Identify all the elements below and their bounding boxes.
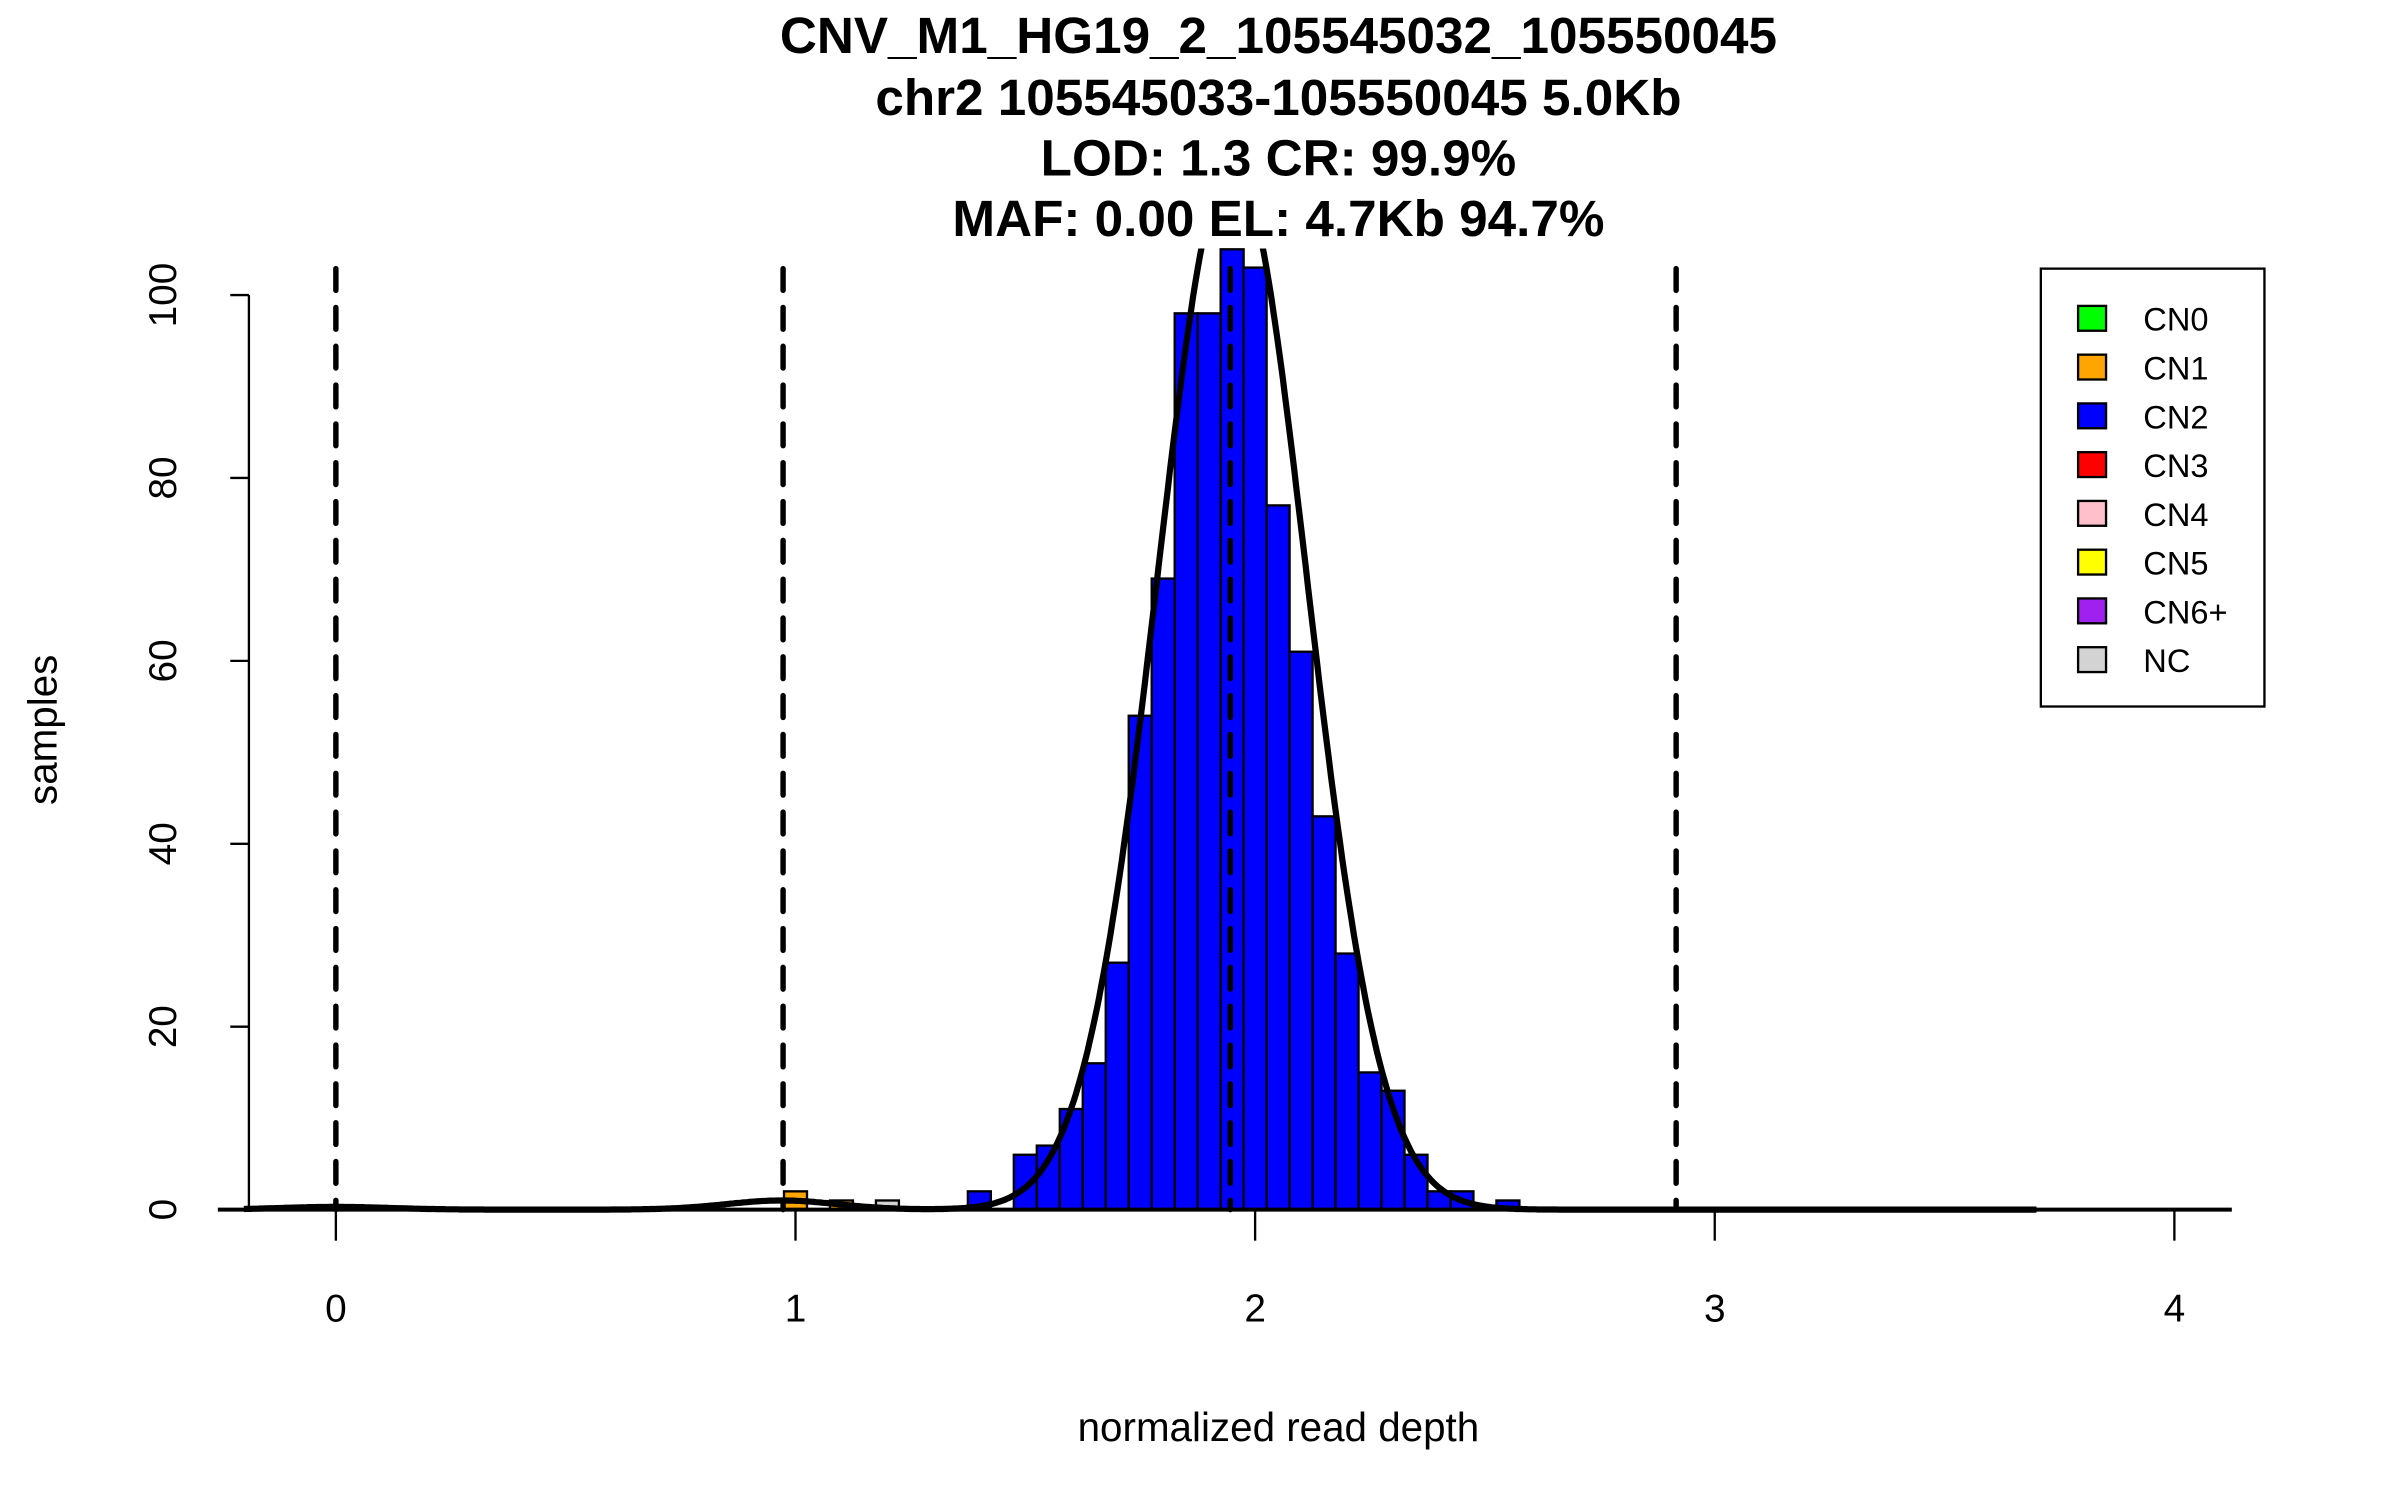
- legend-swatch-nc: [2076, 646, 2108, 674]
- histogram-bar: [1173, 312, 1199, 1211]
- histogram-bar: [1081, 1062, 1107, 1211]
- legend-label: CN5: [2143, 545, 2208, 582]
- legend-swatch-cn6plus: [2076, 597, 2108, 625]
- title-line-1: CNV_M1_HG19_2_105545032_105550045: [780, 7, 1777, 64]
- legend: CN0 CN1 CN2 CN3 CN4 CN5 CN6+ NC: [2039, 267, 2266, 708]
- title-line-2: chr2 105545033-105550045 5.0Kb: [875, 69, 1681, 126]
- histogram-bar: [1288, 650, 1314, 1211]
- chart-title: CNV_M1_HG19_2_105545032_105550045 chr2 1…: [780, 7, 1777, 247]
- x-tick-label: 0: [325, 1287, 347, 1330]
- histogram-bars: [782, 248, 1521, 1211]
- histogram-bar: [1311, 815, 1337, 1211]
- x-tick-label: 3: [1704, 1287, 1726, 1330]
- x-axis-label: normalized read depth: [1078, 1404, 1480, 1450]
- x-tick-label: 4: [2164, 1287, 2186, 1330]
- legend-swatch-cn1: [2076, 353, 2108, 381]
- legend-swatch-cn3: [2076, 451, 2108, 479]
- legend-label: CN4: [2143, 496, 2208, 533]
- legend-swatch-cn4: [2076, 499, 2108, 527]
- legend-label: NC: [2143, 642, 2190, 679]
- y-tick-label: 100: [142, 263, 185, 328]
- legend-box: [2039, 267, 2266, 708]
- x-tick-label: 2: [1244, 1287, 1266, 1330]
- legend-label: CN6+: [2143, 593, 2227, 630]
- histogram-bar: [1334, 952, 1360, 1211]
- legend-label: CN2: [2143, 398, 2208, 435]
- title-line-3: LOD: 1.3 CR: 99.9%: [1041, 129, 1516, 186]
- y-tick-label: 20: [142, 1005, 185, 1048]
- y-tick-label: 0: [142, 1199, 185, 1221]
- legend-label: CN3: [2143, 447, 2208, 484]
- title-line-4: MAF: 0.00 EL: 4.7Kb 94.7%: [952, 190, 1604, 247]
- legend-swatch-cn5: [2076, 548, 2108, 576]
- histogram-bar: [1104, 961, 1130, 1211]
- histogram-bar: [1242, 266, 1268, 1211]
- y-tick-label: 40: [142, 822, 185, 865]
- legend-label: CN1: [2143, 350, 2208, 387]
- legend-swatch-cn0: [2076, 304, 2108, 332]
- y-tick-label: 60: [142, 639, 185, 682]
- y-axis-label: samples: [19, 655, 65, 805]
- y-tick-label: 80: [142, 456, 185, 499]
- legend-swatch-cn2: [2076, 402, 2108, 430]
- histogram-bar: [1265, 504, 1291, 1211]
- histogram-bar: [1196, 312, 1222, 1211]
- legend-label: CN0: [2143, 301, 2208, 338]
- cn-threshold-lines: [333, 265, 1679, 1213]
- x-tick-label: 1: [785, 1287, 807, 1330]
- histogram-bar: [1150, 577, 1176, 1211]
- histogram-bar: [1357, 1071, 1383, 1211]
